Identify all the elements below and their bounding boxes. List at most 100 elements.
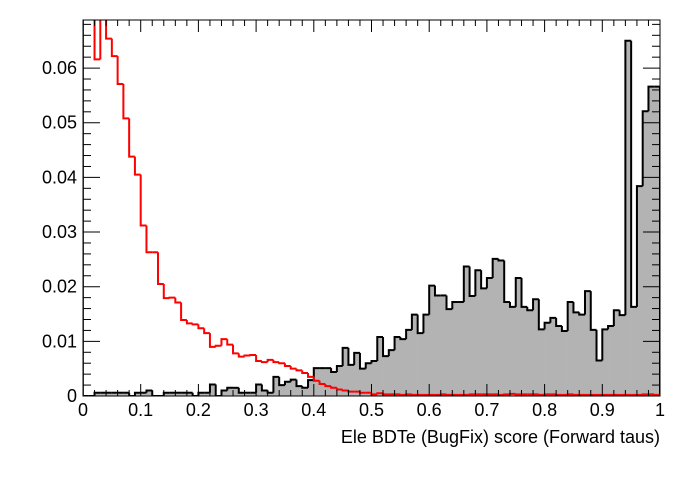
filled-histogram-step <box>589 291 597 331</box>
histogram-bin-bar <box>544 322 551 396</box>
histogram-bin-bar <box>498 260 505 396</box>
histogram-bin-bar <box>509 306 517 396</box>
red-histogram-step <box>237 353 245 358</box>
y-tick-label: 0.04 <box>42 167 77 187</box>
histogram-bin-bar <box>446 309 453 396</box>
filled-histogram-step <box>399 336 407 341</box>
red-histogram-step <box>283 363 291 367</box>
filled-histogram-step <box>601 328 609 361</box>
histogram-bin-bar <box>521 306 528 396</box>
red-histogram-step <box>278 362 285 365</box>
histogram-bin-bar <box>648 86 655 396</box>
histogram-bin-bar <box>267 392 274 396</box>
histogram-bin-bar <box>567 302 574 396</box>
red-histogram-step <box>335 387 343 391</box>
histogram-bin-bar <box>394 336 401 396</box>
filled-histogram-step <box>630 40 637 308</box>
x-tick-label: 0.2 <box>186 400 211 420</box>
filled-histogram-step <box>422 313 430 334</box>
histogram-bin-bar <box>250 392 257 396</box>
red-histogram-step <box>295 368 303 372</box>
histogram-bin-bar <box>631 306 638 396</box>
red-histogram-step <box>214 344 222 347</box>
histogram-bin-bar <box>608 326 615 396</box>
filled-histogram-step <box>474 269 482 296</box>
histogram-bin-bar <box>434 295 442 396</box>
x-tick-label: 1 <box>655 400 665 420</box>
histogram-bin-bar <box>636 186 643 396</box>
histogram-bin-bar <box>654 86 660 396</box>
y-tick-label: 0.01 <box>42 331 77 351</box>
histogram-bin-bar <box>146 390 153 396</box>
histogram-bin-bar <box>481 288 488 396</box>
histogram-bin-bar <box>458 302 465 396</box>
y-tick-label: 0.05 <box>42 113 77 133</box>
filled-histogram-step <box>295 379 303 388</box>
histogram-bin-bar <box>619 315 626 396</box>
filled-histogram-step <box>393 335 401 351</box>
filled-histogram-step <box>572 302 580 314</box>
red-histogram-step <box>312 376 320 382</box>
filled-histogram-step <box>151 390 159 396</box>
filled-histogram-step <box>451 301 459 310</box>
axes: 0 0.1 0.2 0.3 0.4 0.5 0.6 0.7 0.8 0.9 1 0 0.01 0.02 0.… <box>42 20 665 420</box>
filled-histogram-step <box>145 389 153 393</box>
histogram-bin-bar <box>365 363 372 396</box>
filled-histogram-step <box>335 364 343 372</box>
filled-histogram-step <box>503 260 510 303</box>
red-histogram-step <box>324 383 332 388</box>
y-tick-label: 0.02 <box>42 277 77 297</box>
red-histogram-step <box>330 386 337 389</box>
filled-histogram-step <box>428 284 435 315</box>
red-histogram-step <box>537 393 545 396</box>
y-tick-label: 0 <box>67 386 77 406</box>
histogram-bin-bar <box>440 295 447 396</box>
red-histogram-step <box>543 393 551 396</box>
histogram-bin-bar <box>348 364 355 396</box>
histogram-bin-bar <box>527 310 534 396</box>
histogram-bin-bar <box>319 368 326 396</box>
filled-histogram-step <box>353 351 360 365</box>
histogram-bin-bar <box>186 392 193 396</box>
filled-histogram-step <box>260 384 268 392</box>
filled-histogram-step <box>583 290 591 315</box>
filled-histogram <box>94 40 660 396</box>
filled-histogram-step <box>307 379 314 388</box>
histogram-bin-bar <box>106 392 113 396</box>
histogram-bin-bar <box>602 329 609 396</box>
filled-histogram-step <box>272 375 280 393</box>
filled-histogram-step <box>410 313 418 330</box>
histogram-bin-bar <box>354 352 361 396</box>
histogram-bin-bar <box>175 392 182 396</box>
histogram-bin-bar <box>123 392 130 396</box>
red-histogram-step <box>341 389 349 392</box>
histogram-bin-bar <box>596 360 603 396</box>
histogram-bin-bar <box>111 392 118 396</box>
red-histogram-step <box>255 355 262 363</box>
red-histogram-step <box>272 359 280 364</box>
filled-histogram-step <box>301 386 309 389</box>
red-histogram-step <box>243 354 251 357</box>
histogram-bin-bar <box>642 111 649 396</box>
histogram-bin-bar <box>100 392 107 396</box>
histogram-bin-bar <box>579 314 586 396</box>
filled-histogram-step <box>133 391 141 396</box>
red-histogram-step <box>208 333 216 348</box>
red-histogram-step <box>289 365 297 370</box>
red-histogram-step <box>358 391 366 394</box>
x-tick-label: 0.1 <box>128 400 153 420</box>
histogram-bin-bar <box>290 379 297 396</box>
filled-histogram-step <box>364 362 372 369</box>
histogram-bin-bar <box>492 258 499 396</box>
histogram-bin-bar <box>163 392 170 396</box>
histogram-bin-bar <box>238 392 245 396</box>
red-histogram-step <box>301 370 309 375</box>
filled-histogram-step <box>543 321 551 330</box>
filled-histogram-step <box>532 298 539 311</box>
histogram-bin-bar <box>625 40 632 396</box>
histogram-bin-bar <box>400 339 407 396</box>
red-histogram-step <box>133 156 141 176</box>
x-tick-label: 0.6 <box>417 400 442 420</box>
y-tick-label: 0.06 <box>42 58 77 78</box>
x-tick-label: 0.3 <box>244 400 269 420</box>
